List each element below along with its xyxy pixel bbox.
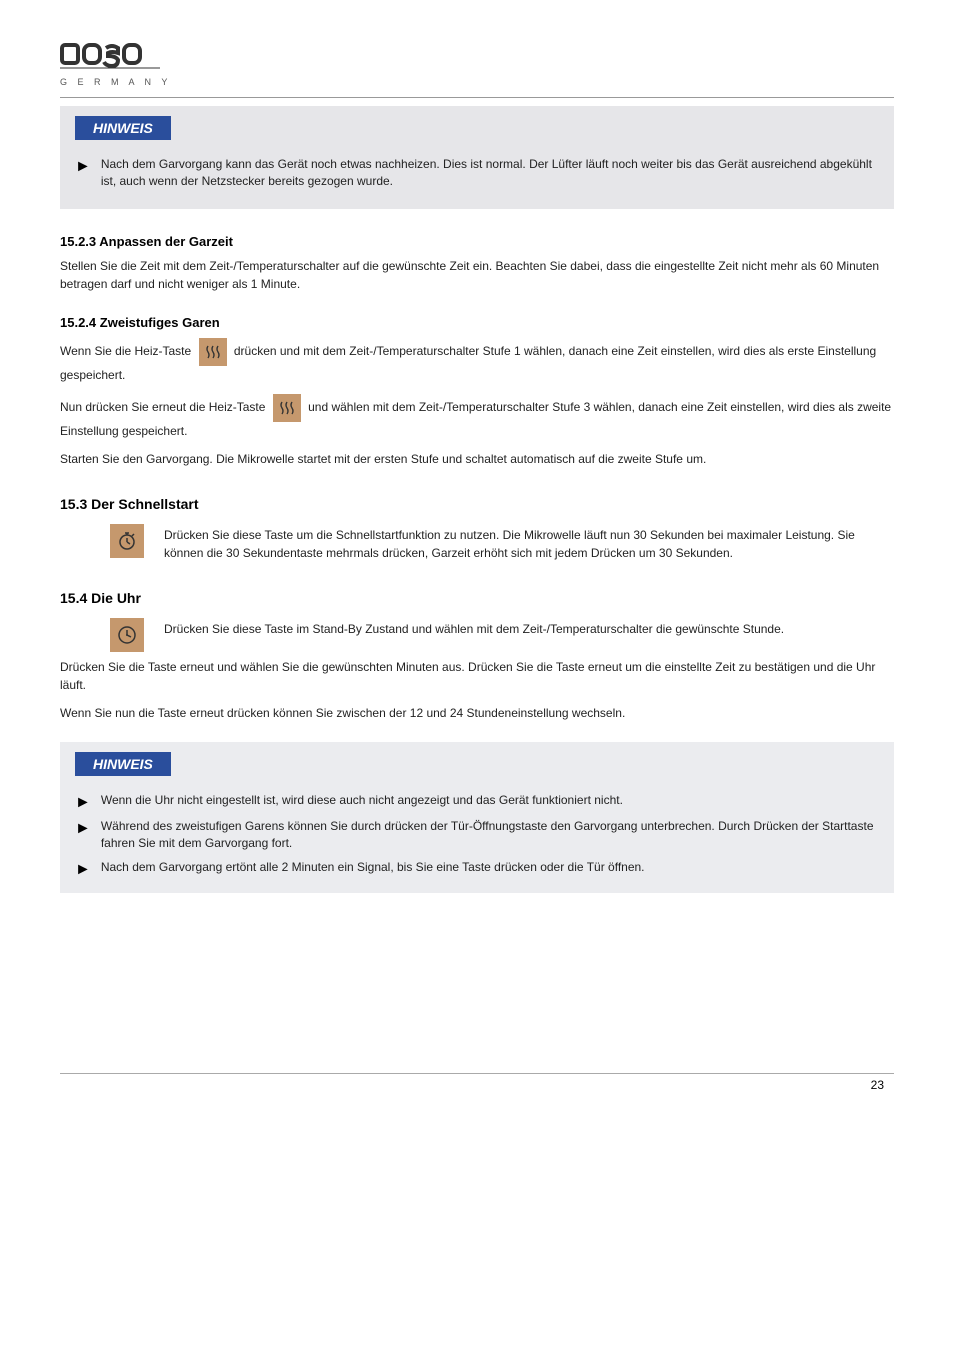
icon-description: Drücken Sie diese Taste um die Schnellst…	[164, 524, 894, 562]
clock-icon	[110, 618, 144, 652]
notice-item: ► Während des zweistufigen Garens können…	[75, 818, 879, 853]
section-title: 15.3 Der Schnellstart	[60, 496, 894, 512]
logo-subtitle: G E R M A N Y	[60, 77, 894, 87]
icon-description: Drücken Sie diese Taste im Stand-By Zust…	[164, 618, 784, 638]
body-paragraph: Drücken Sie die Taste erneut und wählen …	[60, 658, 894, 694]
notice-text: Während des zweistufigen Garens können S…	[101, 818, 879, 853]
notice-text: Nach dem Garvorgang ertönt alle 2 Minute…	[101, 859, 645, 876]
arrow-icon: ►	[75, 861, 91, 879]
icon-description-row: Drücken Sie diese Taste im Stand-By Zust…	[60, 618, 894, 652]
arrow-icon: ►	[75, 794, 91, 812]
icon-description-row: Drücken Sie diese Taste um die Schnellst…	[60, 524, 894, 562]
notice-label: HINWEIS	[75, 116, 171, 140]
notice-text: Wenn die Uhr nicht eingestellt ist, wird…	[101, 792, 623, 809]
notice-label: HINWEIS	[75, 752, 171, 776]
notice-box-1: HINWEIS ► Nach dem Garvorgang kann das G…	[60, 106, 894, 209]
section-title: 15.4 Die Uhr	[60, 590, 894, 606]
notice-text: Nach dem Garvorgang kann das Gerät noch …	[101, 156, 879, 191]
body-paragraph: Nun drücken Sie erneut die Heiz-Taste un…	[60, 394, 894, 440]
arrow-icon: ►	[75, 820, 91, 838]
notice-item: ► Wenn die Uhr nicht eingestellt ist, wi…	[75, 792, 879, 812]
timer-icon	[110, 524, 144, 558]
body-paragraph: Wenn Sie nun die Taste erneut drücken kö…	[60, 704, 894, 722]
arrow-icon: ►	[75, 158, 91, 176]
notice-item: ► Nach dem Garvorgang ertönt alle 2 Minu…	[75, 859, 879, 879]
notice-item: ► Nach dem Garvorgang kann das Gerät noc…	[75, 156, 879, 191]
subsection-title: 15.2.3 Anpassen der Garzeit	[60, 234, 894, 249]
header-logo: G E R M A N Y	[60, 40, 894, 87]
subsection-title: 15.2.4 Zweistufiges Garen	[60, 315, 894, 330]
heat-icon	[273, 394, 301, 422]
body-paragraph: Wenn Sie die Heiz-Taste drücken und mit …	[60, 338, 894, 384]
body-paragraph: Stellen Sie die Zeit mit dem Zeit-/Tempe…	[60, 257, 894, 293]
page-number: 23	[60, 1073, 894, 1092]
heat-icon	[199, 338, 227, 366]
body-paragraph: Starten Sie den Garvorgang. Die Mikrowel…	[60, 450, 894, 468]
notice-box-2: HINWEIS ► Wenn die Uhr nicht eingestellt…	[60, 742, 894, 893]
